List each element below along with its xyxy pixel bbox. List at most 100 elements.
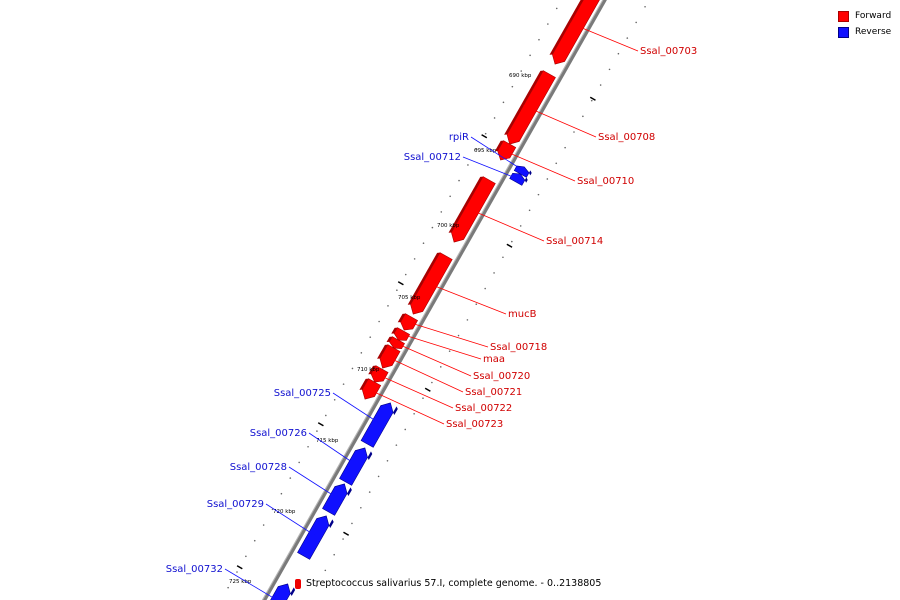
minor-tick-dot	[298, 461, 300, 464]
minor-tick-dot	[431, 226, 434, 229]
minor-tick-dot	[404, 273, 407, 276]
minor-tick-dot	[413, 258, 416, 260]
gene-arrow	[410, 252, 453, 315]
gene-side-face	[391, 327, 398, 334]
footer-gene-fragment	[295, 579, 301, 589]
legend-label-reverse: Reverse	[855, 27, 892, 37]
leader-line	[498, 148, 576, 182]
gene-Ssal_00725	[360, 402, 398, 448]
gene-arrow	[513, 165, 530, 178]
leader-line	[423, 281, 507, 315]
minor-tick-dot	[360, 352, 363, 354]
gene-Ssal_00732	[270, 583, 296, 600]
gene-arrow	[400, 313, 419, 331]
gene-side-face	[368, 365, 376, 375]
minor-tick-dot	[307, 445, 309, 448]
gene-arrow	[451, 176, 496, 243]
minor-tick-dot	[324, 569, 327, 572]
minor-tick-dot	[386, 459, 389, 462]
gene-label: Ssal_00714	[546, 236, 603, 247]
gene-Ssal_00703	[549, 0, 600, 65]
gene-arrow	[379, 344, 401, 369]
leader-line	[470, 136, 529, 175]
gene-side-face	[448, 176, 484, 233]
leader-line	[394, 331, 482, 360]
minor-tick-dot	[466, 319, 469, 321]
leader-line	[288, 466, 343, 502]
gene-label: Ssal_00712	[404, 152, 461, 163]
leader-line	[332, 392, 386, 428]
tick-label: 715 kbp	[316, 438, 339, 444]
minor-tick-dot	[626, 37, 629, 39]
minor-tick-dot	[333, 398, 336, 401]
gene-Ssal_00723	[359, 378, 382, 400]
leader-line	[523, 105, 597, 138]
backbone-shadow	[261, 0, 605, 600]
legend-label-forward: Forward	[855, 11, 892, 21]
leader-line	[265, 503, 322, 540]
minor-tick-dot	[360, 506, 362, 509]
minor-tick-dot	[457, 334, 460, 337]
gene-side-face	[359, 378, 369, 390]
minor-tick-dot	[475, 303, 478, 306]
tick-label: 690 kbp	[509, 73, 532, 79]
minor-tick-dot	[528, 209, 531, 212]
gene-side-face	[377, 344, 388, 359]
major-tick-mark	[481, 134, 488, 139]
minor-tick-dot	[289, 477, 292, 479]
gene-side-face	[290, 587, 296, 597]
minor-tick-dot	[511, 85, 514, 88]
gene-Ssal_00729	[297, 515, 334, 560]
gene-label: Ssal_00710	[577, 176, 634, 187]
minor-tick-dot	[315, 585, 318, 587]
gene-Ssal_00708	[504, 70, 556, 145]
gene-arrow	[297, 515, 330, 560]
gene-side-face	[524, 177, 528, 183]
gene-arrow	[360, 402, 394, 448]
gene-arrow	[497, 140, 517, 161]
gene-side-face	[393, 406, 398, 416]
minor-tick-dot	[467, 164, 469, 166]
gene-Ssal_00714	[448, 176, 496, 243]
gene-side-face	[407, 252, 441, 305]
minor-tick-dot	[599, 84, 602, 86]
gene-label: Ssal_00732	[166, 564, 223, 575]
major-tick-mark	[397, 281, 404, 286]
leader-line	[381, 354, 464, 393]
tick-label: 710 kbp	[357, 367, 380, 373]
gene-arrow	[339, 447, 368, 486]
minor-tick-dot	[529, 54, 531, 57]
minor-tick-dot	[431, 381, 433, 384]
leader-line	[389, 340, 472, 377]
minor-tick-dot	[644, 5, 646, 8]
minor-tick-dot	[342, 538, 344, 540]
genome-backbone	[261, 0, 607, 600]
gene-Ssal_00712	[509, 172, 528, 186]
minor-tick-dot	[547, 23, 549, 25]
minor-tick-dot	[564, 146, 566, 149]
minor-tick-dot	[484, 132, 487, 135]
tick-label: 695 kbp	[474, 148, 497, 154]
leader-line	[401, 319, 489, 348]
leader-line	[308, 432, 362, 469]
minor-tick-dot	[413, 413, 415, 415]
gene-features	[270, 0, 600, 600]
minor-tick-dot	[502, 256, 504, 259]
legend-item-reverse: Reverse	[838, 25, 891, 40]
gene-side-face	[328, 519, 334, 529]
minor-tick-dot	[378, 320, 380, 323]
minor-tick-dot	[262, 524, 265, 526]
gene-side-face	[504, 70, 544, 135]
leader-line	[372, 371, 454, 409]
minor-tick-dot	[325, 414, 327, 417]
major-tick-marks	[236, 96, 596, 570]
gene-arrow	[322, 483, 348, 516]
gene-label: Ssal_00703	[640, 46, 697, 57]
major-tick-mark	[589, 96, 596, 101]
minor-tick-dot	[439, 366, 442, 368]
gene-label: Ssal_00718	[490, 342, 547, 353]
gene-label: Ssal_00722	[455, 403, 512, 414]
minor-tick-dot	[493, 272, 495, 274]
gene-side-face	[528, 170, 532, 176]
tick-labels: 690 kbp 695 kbp 700 kbp 705 kbp 710 kbp 715 k…	[229, 73, 532, 585]
